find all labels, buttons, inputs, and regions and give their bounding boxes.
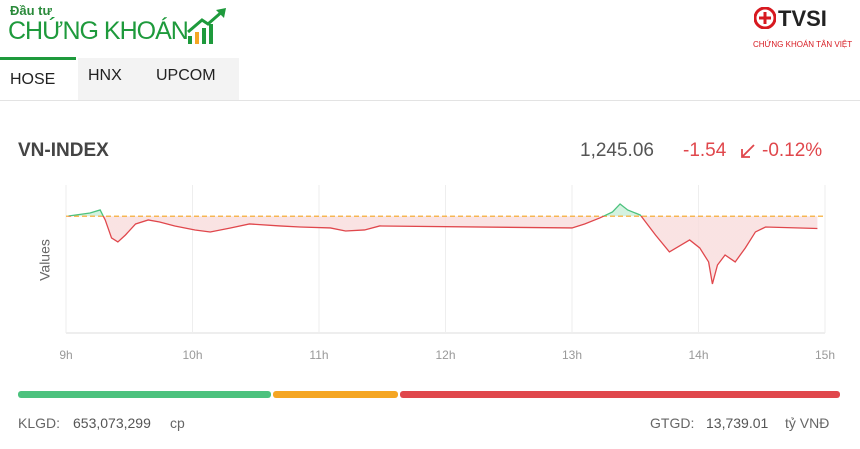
tab[interactable]: HNX bbox=[88, 67, 122, 84]
index-name: VN-INDEX bbox=[18, 140, 109, 161]
x-tick-label: 11h bbox=[309, 348, 328, 362]
tab-indicator bbox=[0, 57, 76, 60]
x-tick-label: 15h bbox=[815, 348, 835, 362]
x-tick-label: 13h bbox=[562, 348, 582, 362]
logo-icon bbox=[187, 8, 226, 44]
price-line bbox=[68, 203, 818, 285]
value: 13,739.01 bbox=[706, 415, 769, 431]
logo-main: CHỨNG KHOÁN bbox=[8, 17, 189, 45]
y-axis-label: Values bbox=[37, 239, 53, 281]
x-tick-label: 12h bbox=[435, 348, 455, 362]
volume: 653,073,299 bbox=[73, 415, 151, 431]
tvsi-icon bbox=[754, 7, 776, 29]
down-arrow bbox=[741, 144, 755, 158]
breadth-segment bbox=[272, 391, 399, 398]
index-change-percent: -0.12% bbox=[762, 140, 823, 161]
partner: TVSI bbox=[778, 6, 827, 31]
x-tick-label: 14h bbox=[688, 348, 708, 362]
x-tick-label: 10h bbox=[182, 348, 202, 362]
divider bbox=[0, 100, 860, 101]
tab[interactable]: HOSE bbox=[10, 71, 56, 88]
partner-sub: CHỨNG KHOÁN TÂN VIỆT bbox=[753, 40, 853, 49]
index-value: 1,245.06 bbox=[580, 140, 654, 161]
volume-label: KLGD: bbox=[18, 415, 61, 431]
breadth-segment bbox=[18, 391, 271, 398]
volume-unit: cp bbox=[170, 415, 185, 431]
value-unit: tỷ VNĐ bbox=[785, 415, 830, 431]
tab-bar bbox=[78, 58, 239, 100]
value-label: GTGD: bbox=[650, 415, 695, 431]
index-change: -1.54 bbox=[683, 140, 727, 161]
breadth-segment bbox=[400, 391, 840, 398]
x-tick-label: 9h bbox=[59, 348, 72, 362]
breadth-bar bbox=[18, 391, 840, 398]
logo-top: Đầu tư bbox=[10, 3, 52, 18]
tab[interactable]: UPCOM bbox=[156, 67, 216, 84]
